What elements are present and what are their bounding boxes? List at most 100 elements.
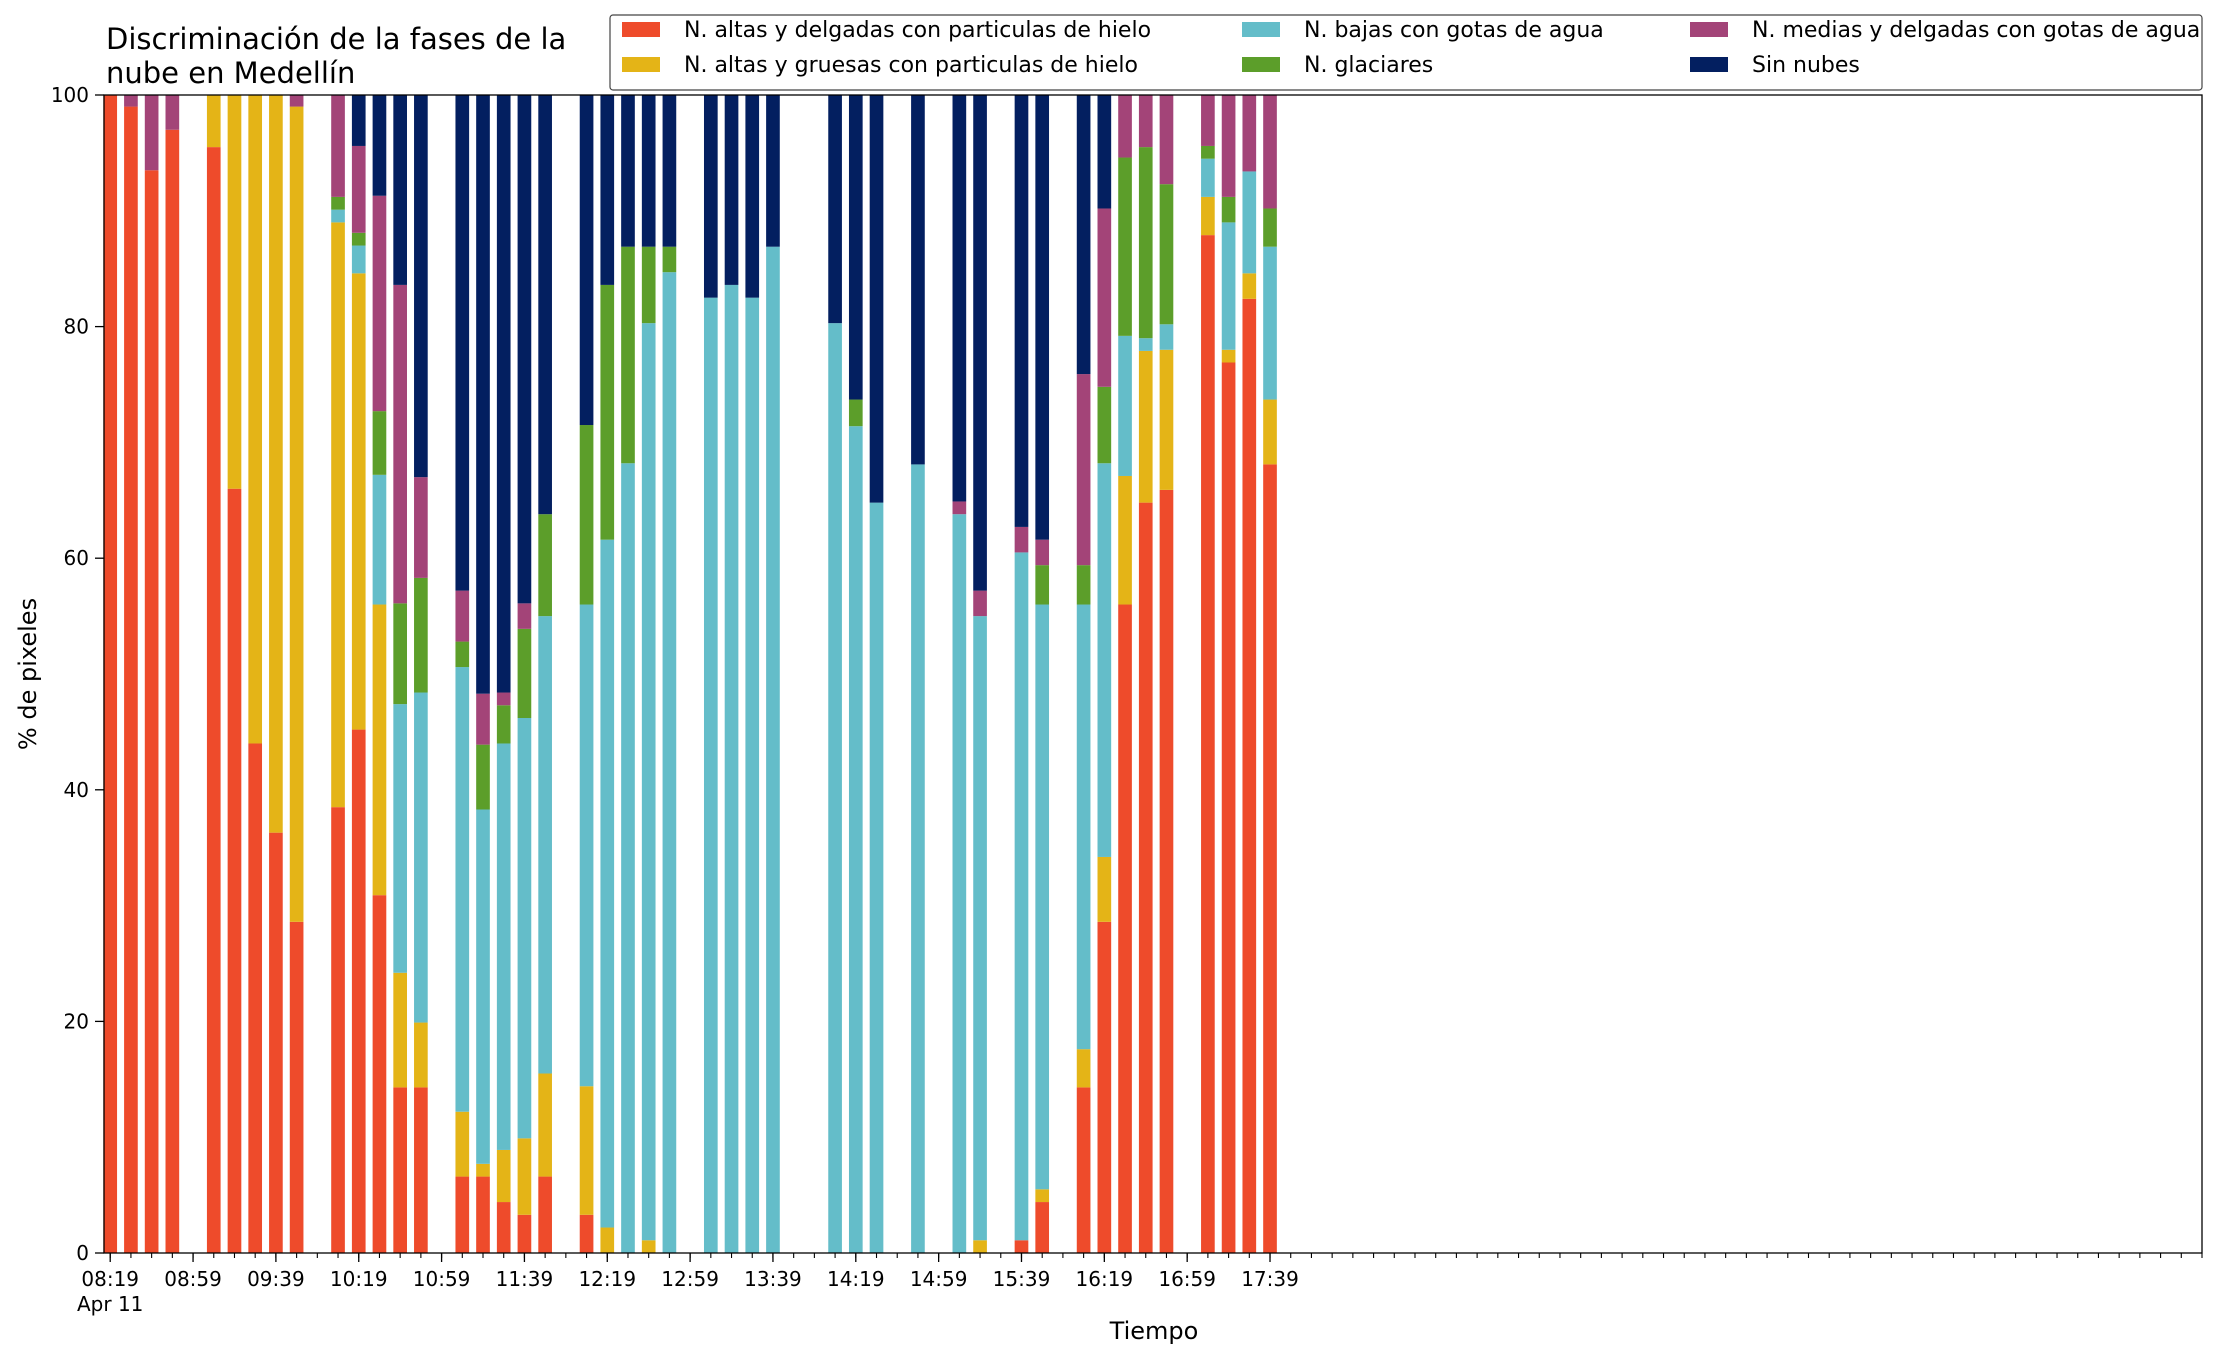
legend-swatch (1242, 57, 1280, 72)
bar-segment (952, 501, 967, 515)
legend-swatch (1690, 22, 1728, 37)
bar-segment (1014, 552, 1029, 1241)
bar-segment (517, 628, 532, 719)
bar-segment (517, 95, 532, 604)
bar-segment (124, 106, 138, 1254)
bar-segment (269, 832, 283, 1253)
bar-segment (496, 95, 511, 693)
x-tick-label: 10:59 (413, 1267, 471, 1291)
bar-segment (579, 604, 594, 1087)
x-tick-label: 09:39 (247, 1267, 305, 1291)
bar-segment (372, 95, 387, 196)
bar-segment (165, 95, 180, 130)
y-tick-label: 20 (64, 1009, 89, 1033)
bar-segment (1035, 95, 1050, 540)
bar-segment (973, 1240, 987, 1253)
bar-segment (1201, 95, 1215, 146)
bar-segment (1076, 565, 1091, 605)
bar-segment (351, 232, 366, 246)
bar-segment (517, 603, 532, 629)
bar-segment (393, 603, 407, 705)
bar-segment (621, 463, 635, 1253)
legend-swatch (622, 22, 660, 37)
bar-segment (1221, 196, 1236, 223)
bar-segment (372, 895, 387, 1253)
bar-segment (517, 1138, 532, 1215)
chart-title-line-2: nube en Medellín (106, 56, 355, 90)
bar-segment (269, 95, 283, 833)
bar-segment (496, 1202, 511, 1253)
bar-segment (1138, 350, 1153, 503)
bar-segment (828, 95, 842, 324)
bar-segment (1221, 95, 1236, 197)
bar-segment (1138, 338, 1153, 351)
bar-segment (206, 147, 221, 1254)
bar-segment (455, 1111, 470, 1177)
bar-segment (455, 1176, 470, 1253)
bar-segment (579, 425, 594, 605)
bar-segment (724, 95, 739, 285)
legend-label: N. bajas con gotas de agua (1304, 18, 1604, 43)
bar-segment (476, 1176, 490, 1253)
bar-segment (579, 95, 594, 426)
bar-segment (331, 222, 345, 808)
bar-segment (1201, 235, 1215, 1253)
bar-segment (1076, 604, 1091, 1050)
x-tick-label: 14:19 (827, 1267, 885, 1291)
bar-segment (641, 95, 656, 247)
bar-segment (869, 502, 884, 1253)
bar-segment (703, 95, 718, 298)
bar-segment (1118, 95, 1132, 158)
bar-segment (848, 426, 863, 1253)
x-tick-sublabel: Apr 11 (77, 1292, 143, 1316)
bar-segment (289, 95, 304, 107)
bar-segment (911, 464, 925, 1253)
bar-segment (641, 246, 656, 324)
bar-segment (1201, 145, 1215, 159)
bar-segment (1014, 1240, 1029, 1253)
bar-segment (1118, 475, 1132, 605)
bar-segment (414, 692, 428, 1023)
bar-segment (1118, 604, 1132, 1253)
bar-segment (1076, 1049, 1091, 1088)
bar-segment (952, 95, 967, 502)
bar-segment (1263, 208, 1277, 247)
x-tick-label: 12:19 (578, 1267, 636, 1291)
x-axis-label: Tiempo (1109, 1317, 1199, 1345)
bar-segment (1242, 171, 1257, 274)
bar-segment (1118, 157, 1132, 336)
bar-segment (393, 284, 407, 604)
bar-segment (538, 616, 552, 1074)
x-tick-label: 16:59 (1158, 1267, 1216, 1291)
bar-segment (1263, 246, 1277, 400)
legend-label: N. glaciares (1304, 53, 1433, 78)
bar-segment (973, 95, 987, 591)
bar-segment (600, 1227, 615, 1253)
bar-segment (621, 246, 635, 464)
legend: N. altas y delgadas con particulas de hi… (609, 14, 2203, 91)
bar-segment (393, 704, 407, 973)
bar-segment (144, 170, 159, 1253)
bar-segment (1221, 362, 1236, 1253)
bar-segment (455, 641, 470, 668)
bar-segment (476, 809, 490, 1164)
bars-layer (103, 95, 1277, 1254)
bar-segment (1242, 95, 1257, 172)
y-tick-label: 80 (64, 315, 89, 339)
bar-segment (1035, 1202, 1050, 1253)
bar-segment (621, 95, 635, 247)
bar-segment (1097, 856, 1112, 922)
bar-segment (1035, 604, 1050, 1190)
x-tick-label: 08:59 (164, 1267, 222, 1291)
bar-segment (227, 488, 242, 1254)
bar-segment (1076, 1087, 1091, 1253)
bar-segment (351, 95, 366, 146)
bar-segment (351, 245, 366, 274)
bar-segment (517, 718, 532, 1139)
plot-frame (103, 94, 2203, 1254)
bar-segment (662, 246, 677, 273)
bar-segment (496, 743, 511, 1150)
bar-segment (848, 399, 863, 427)
bar-segment (496, 1149, 511, 1203)
bar-segment (351, 273, 366, 730)
